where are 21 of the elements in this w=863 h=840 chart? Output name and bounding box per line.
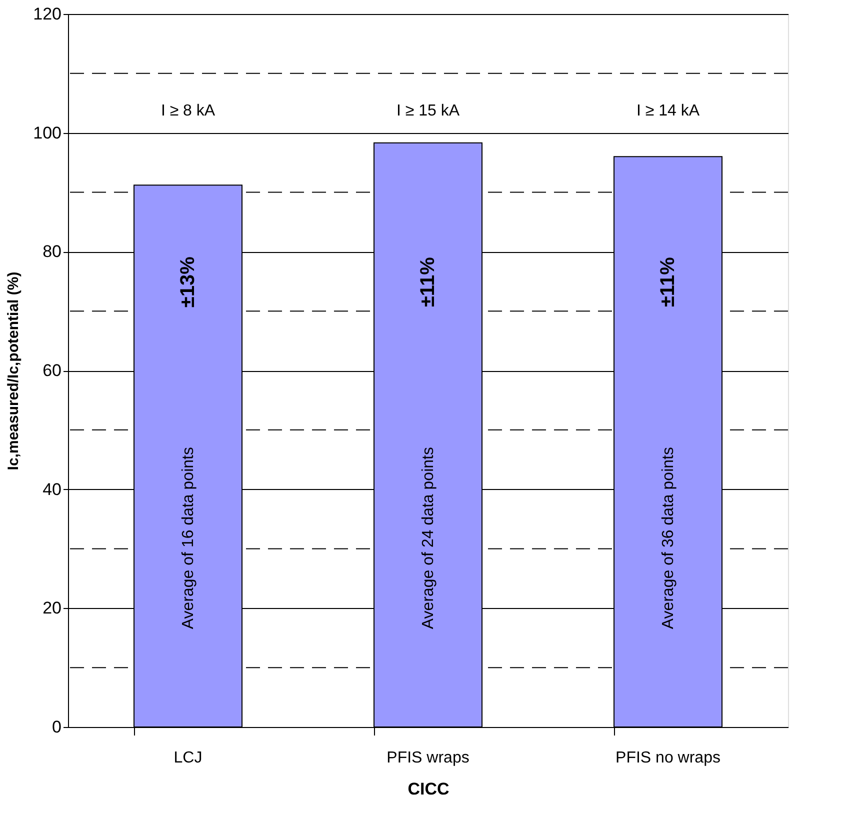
annotation: Average of 36 data points xyxy=(660,447,677,630)
y-tick-label: 80 xyxy=(42,242,62,262)
y-tick-label: 60 xyxy=(42,361,62,380)
x-tick-label: LCJ xyxy=(174,750,202,766)
annotation: ±13% xyxy=(177,256,199,308)
y-tick-label: 40 xyxy=(42,480,62,499)
y-tick-label: 20 xyxy=(42,598,62,618)
x-axis-title: CICC xyxy=(408,780,450,798)
y-tick-label: 120 xyxy=(33,4,62,24)
y-axis-title: Ic,measured/Ic,potential (%) xyxy=(5,272,22,470)
annotation: I ≥ 14 kA xyxy=(636,102,700,120)
x-tick-label: PFIS no wraps xyxy=(616,750,720,766)
annotation: Average of 16 data points xyxy=(180,447,197,630)
annotation: ±11% xyxy=(417,256,439,308)
annotation: I ≥ 8 kA xyxy=(160,102,216,120)
annotation: Average of 24 data points xyxy=(420,447,437,630)
annotation: I ≥ 15 kA xyxy=(396,102,460,120)
annotation: ±11% xyxy=(657,256,679,308)
y-tick-label: 100 xyxy=(33,123,62,142)
x-tick-label: PFIS wraps xyxy=(386,750,470,766)
y-tick-label: 0 xyxy=(52,718,62,736)
